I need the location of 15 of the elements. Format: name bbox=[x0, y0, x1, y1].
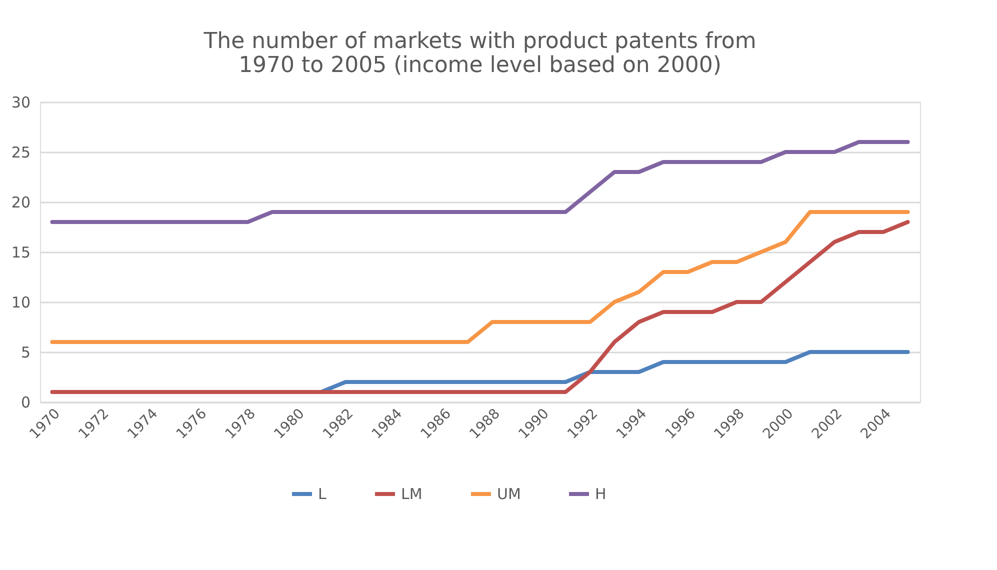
line-series bbox=[50, 140, 910, 224]
y-tick-label: 0 bbox=[20, 394, 30, 412]
legend-label: L bbox=[318, 485, 327, 503]
y-tick-label: 20 bbox=[11, 194, 30, 212]
line-series bbox=[50, 220, 910, 394]
legend-label: UM bbox=[497, 485, 521, 503]
line-series bbox=[50, 210, 910, 344]
y-tick-label: 15 bbox=[11, 244, 30, 262]
legend-label: H bbox=[595, 485, 606, 503]
y-tick-label: 5 bbox=[20, 344, 30, 362]
y-tick-label: 30 bbox=[11, 94, 30, 112]
legend-label: LM bbox=[401, 485, 422, 503]
y-tick-label: 25 bbox=[11, 144, 30, 162]
chart-title: The number of markets with product patents from 1970 to 2005 (income level based on 2000) bbox=[202, 29, 756, 78]
y-tick-label: 10 bbox=[11, 294, 30, 312]
